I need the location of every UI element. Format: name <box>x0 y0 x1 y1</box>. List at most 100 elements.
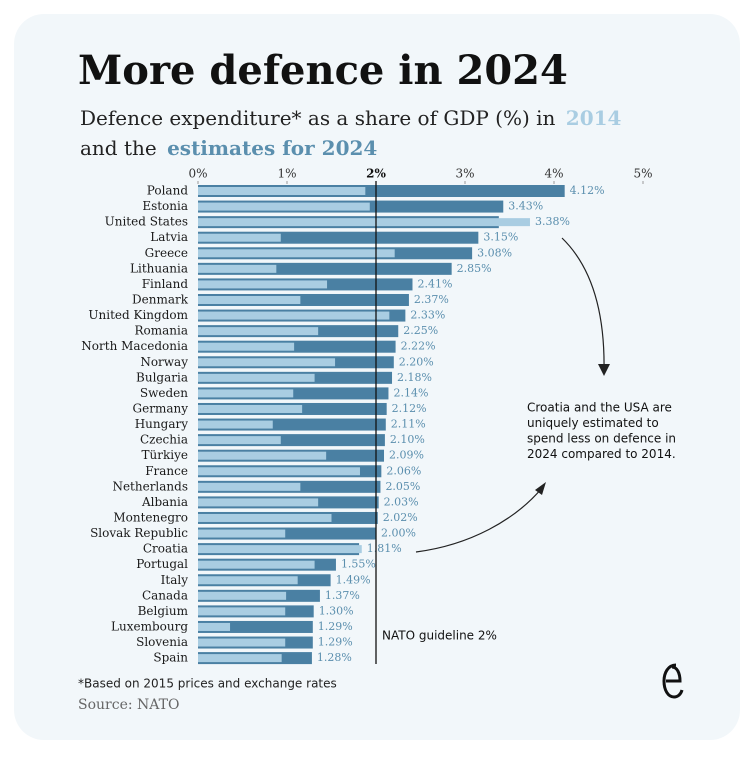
x-tick-label: 5% <box>633 167 652 181</box>
category-label: Slovenia <box>136 635 188 649</box>
annotation: Croatia and the USA are <box>527 401 672 415</box>
bar-2014 <box>198 389 294 398</box>
reference-label: NATO guideline 2% <box>382 629 497 643</box>
category-label: Montenegro <box>113 510 188 524</box>
value-label: 4.12% <box>570 184 605 197</box>
value-label: 2.00% <box>381 527 416 540</box>
value-label: 1.29% <box>318 620 353 633</box>
logo <box>662 663 684 699</box>
category-label: Luxembourg <box>111 619 188 633</box>
category-label: Canada <box>142 588 188 602</box>
category-label: Spain <box>153 651 188 665</box>
bar-2014 <box>198 560 315 569</box>
bar-2014 <box>198 654 282 663</box>
arrow-head <box>598 364 610 376</box>
bar-2014 <box>198 545 362 554</box>
bar-2014 <box>198 529 286 538</box>
value-label: 2.06% <box>386 464 421 477</box>
bar-2014 <box>198 233 281 242</box>
bar-2014 <box>198 187 366 195</box>
value-label: 2.05% <box>385 480 420 493</box>
category-label: Croatia <box>143 542 188 556</box>
bar-2014 <box>198 576 298 585</box>
x-tick-label: 4% <box>544 167 563 181</box>
annotation: 2024 compared to 2014. <box>527 447 676 461</box>
category-label: Germany <box>133 401 189 415</box>
value-label: 2.20% <box>399 355 434 368</box>
category-label: Czechia <box>140 433 188 447</box>
category-label: France <box>145 464 188 478</box>
bar-2014 <box>198 249 395 258</box>
category-label: Denmark <box>132 292 189 306</box>
legend-2024: estimates for 2024 <box>167 136 377 160</box>
bar-2014 <box>198 264 277 273</box>
value-label: 2.18% <box>397 371 432 384</box>
value-label: 1.28% <box>317 651 352 664</box>
category-label: Poland <box>147 184 189 198</box>
bar-2014 <box>198 373 315 382</box>
value-label: 3.15% <box>483 231 518 244</box>
category-label: Netherlands <box>112 479 188 493</box>
source: Source: NATO <box>78 697 179 713</box>
footnote: *Based on 2015 prices and exchange rates <box>78 677 337 691</box>
bar-2014 <box>198 404 303 413</box>
bar-2014 <box>198 467 360 476</box>
value-label: 2.41% <box>417 277 452 290</box>
bar-2014 <box>198 311 390 320</box>
value-label: 2.37% <box>414 293 449 306</box>
category-label: Türkiye <box>142 448 188 462</box>
bar-2014 <box>198 451 327 460</box>
x-tick-label: 2% <box>366 167 386 181</box>
value-label: 1.29% <box>318 636 353 649</box>
chart-title: More defence in 2024 <box>78 47 568 94</box>
value-label: 1.30% <box>319 604 354 617</box>
bar-2014 <box>198 295 301 304</box>
bar-2014 <box>198 498 319 507</box>
arrow <box>415 487 543 553</box>
value-label: 2.09% <box>389 449 424 462</box>
annotation: spend less on defence in <box>527 432 676 446</box>
subtitle: and the estimates for 2024 <box>80 136 377 160</box>
value-label: 1.37% <box>325 589 360 602</box>
bar-2014 <box>198 622 231 631</box>
bar-2014 <box>198 342 295 351</box>
category-label: United Kingdom <box>88 308 188 322</box>
bar-2014 <box>198 482 301 491</box>
value-label: 3.08% <box>477 246 512 259</box>
bar-2014 <box>198 638 286 647</box>
arrow-head <box>535 482 546 495</box>
bar-2014 <box>198 513 332 522</box>
category-label: North Macedonia <box>81 339 188 353</box>
bar-2014 <box>198 420 273 429</box>
bar-2014 <box>198 591 287 600</box>
bar-2014 <box>198 358 336 367</box>
category-label: Albania <box>141 495 188 509</box>
category-label: Bulgaria <box>136 370 188 384</box>
value-label: 2.10% <box>390 433 425 446</box>
category-label: Italy <box>161 573 189 587</box>
value-label: 3.38% <box>535 215 570 228</box>
category-label: United States <box>105 215 188 229</box>
subtitle-text: Defence expenditure* as a share of GDP (… <box>80 106 556 130</box>
category-label: Lithuania <box>130 261 188 275</box>
annotation: uniquely estimated to <box>527 416 659 430</box>
category-label: Norway <box>140 355 188 369</box>
category-label: Sweden <box>140 386 188 400</box>
subtitle-text: and the <box>80 136 157 160</box>
x-tick-label: 1% <box>277 167 296 181</box>
arrow <box>561 237 605 373</box>
value-label: 1.55% <box>341 558 376 571</box>
value-label: 2.12% <box>392 402 427 415</box>
bar-2014 <box>198 280 328 289</box>
value-label: 2.85% <box>457 262 492 275</box>
value-label: 1.81% <box>367 542 402 555</box>
x-tick-label: 0% <box>188 167 207 181</box>
value-label: 3.43% <box>508 200 543 213</box>
value-label: 2.33% <box>410 309 445 322</box>
plot: 0% 1% 2% 3% 4% 5% Poland 4.12% Estonia 3.43% Unite… <box>81 167 676 665</box>
legend-2014: 2014 <box>566 106 622 130</box>
category-label: Slovak Republic <box>90 526 188 540</box>
bar-2014 <box>198 218 530 227</box>
subtitle: Defence expenditure* as a share of GDP (… <box>80 106 622 130</box>
bar-2014 <box>198 327 319 336</box>
